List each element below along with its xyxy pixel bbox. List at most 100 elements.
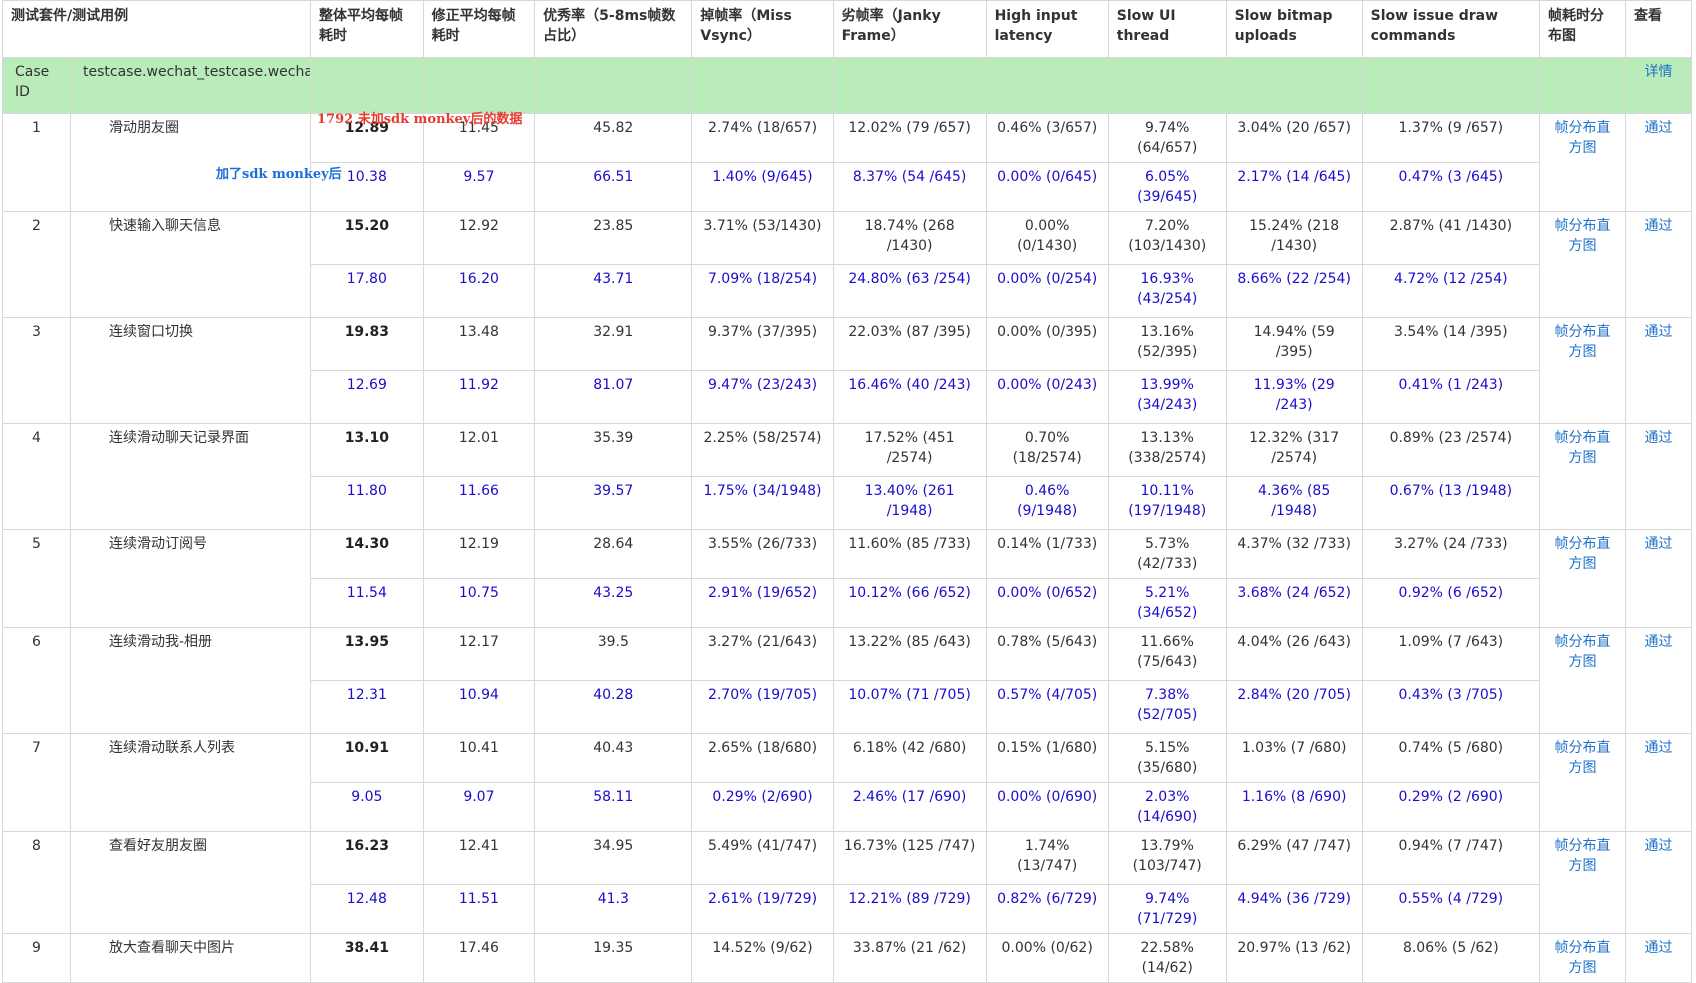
case-name: 查看好友朋友圈 bbox=[69, 831, 312, 934]
cell-slow-ui: 10.11% (197/1948) bbox=[1107, 476, 1227, 530]
cell-excellent-rate: 39.5 bbox=[534, 627, 693, 681]
case-id: 7 bbox=[2, 733, 71, 832]
case-id: 5 bbox=[2, 529, 71, 628]
case-row-after: 11.54 10.75 43.25 2.91% (19/652) 10.12% (66 … bbox=[3, 578, 1692, 628]
cell-input-latency: 0.00% (0/254) bbox=[985, 264, 1109, 318]
distribution-link[interactable]: 帧分布直方图 bbox=[1539, 317, 1627, 424]
cell-avg-frame: 38.41 bbox=[310, 933, 424, 983]
cell-janky-frame: 13.40% (261 /1948) bbox=[832, 476, 987, 530]
cell-janky-frame: 16.46% (40 /243) bbox=[832, 370, 987, 424]
cell-janky-frame: 12.02% (79 /657) bbox=[832, 113, 987, 163]
case-row-before: 6 连续滑动我-相册 13.95 12.17 39.5 3.27% (21/643) 13.… bbox=[2, 627, 1692, 734]
case-row-after: 12.31 10.94 40.28 2.70% (19/705) 10.07% (71 … bbox=[3, 680, 1692, 734]
cell-avg-frame: 13.10 bbox=[310, 423, 424, 477]
cell-slow-bitmap: 4.94% (36 /729) bbox=[1225, 884, 1363, 934]
cell-miss-vsync: 14.52% (9/62) bbox=[691, 933, 834, 983]
cell-excellent-rate: 43.71 bbox=[534, 264, 693, 318]
case-name: 连续滑动订阅号 bbox=[69, 529, 312, 628]
cell-excellent-rate: 81.07 bbox=[534, 370, 693, 424]
cell-input-latency: 0.78% (5/643) bbox=[985, 627, 1109, 681]
cell-fixed-avg-frame: 17.46 bbox=[422, 933, 536, 983]
cell-slow-draw: 0.89% (23 /2574) bbox=[1361, 423, 1541, 477]
status-link[interactable]: 通过 bbox=[1625, 933, 1692, 983]
col-header-excellent-rate: 优秀率（5-8ms帧数占比） bbox=[534, 0, 693, 58]
cell-slow-bitmap: 4.37% (32 /733) bbox=[1225, 529, 1363, 579]
case-name: 连续滑动联系人列表 bbox=[69, 733, 312, 832]
cell-slow-bitmap: 12.32% (317 /2574) bbox=[1225, 423, 1363, 477]
status-link[interactable]: 通过 bbox=[1625, 317, 1692, 424]
cell-excellent-rate: 34.95 bbox=[534, 831, 693, 885]
cell-excellent-rate: 45.82 bbox=[534, 113, 693, 163]
cell-janky-frame: 24.80% (63 /254) bbox=[832, 264, 987, 318]
cell-input-latency: 0.46% (3/657) bbox=[985, 113, 1109, 163]
cell-slow-ui: 5.73% (42/733) bbox=[1107, 529, 1227, 579]
cell-miss-vsync: 1.75% (34/1948) bbox=[691, 476, 834, 530]
cell-slow-draw: 0.47% (3 /645) bbox=[1361, 162, 1541, 212]
cell-slow-draw: 0.92% (6 /652) bbox=[1361, 578, 1541, 628]
cell-slow-ui: 7.38% (52/705) bbox=[1107, 680, 1227, 734]
cell-janky-frame: 10.12% (66 /652) bbox=[832, 578, 987, 628]
cell-excellent-rate: 23.85 bbox=[534, 211, 693, 265]
cell-avg-frame: 10.91 bbox=[310, 733, 424, 783]
cell-janky-frame: 18.74% (268 /1430) bbox=[832, 211, 987, 265]
cell-excellent-rate: 28.64 bbox=[534, 529, 693, 579]
cell-fixed-avg-frame: 16.20 bbox=[422, 264, 536, 318]
distribution-link[interactable]: 帧分布直方图 bbox=[1539, 211, 1627, 318]
cell-excellent-rate: 40.43 bbox=[534, 733, 693, 783]
suite-row: Case ID testcase.wechat_testcase.wechatt… bbox=[2, 57, 1692, 114]
cell-slow-draw: 3.54% (14 /395) bbox=[1361, 317, 1541, 371]
distribution-link[interactable]: 帧分布直方图 bbox=[1539, 831, 1627, 934]
cell-avg-frame: 12.48 bbox=[310, 884, 424, 934]
case-id: 2 bbox=[2, 211, 71, 318]
cell-janky-frame: 16.73% (125 /747) bbox=[832, 831, 987, 885]
case-row-before: 4 连续滑动聊天记录界面 13.10 12.01 35.39 2.25% (58/2574… bbox=[2, 423, 1692, 530]
distribution-link[interactable]: 帧分布直方图 bbox=[1539, 423, 1627, 530]
cell-avg-frame: 12.31 bbox=[310, 680, 424, 734]
cell-janky-frame: 10.07% (71 /705) bbox=[832, 680, 987, 734]
status-link[interactable]: 通过 bbox=[1625, 211, 1692, 318]
status-link[interactable]: 通过 bbox=[1625, 113, 1692, 212]
cell-avg-frame: 19.83 bbox=[310, 317, 424, 371]
suite-name: testcase.wechat_testcase.wechattest bbox=[69, 57, 312, 114]
cell-fixed-avg-frame: 11.51 bbox=[422, 884, 536, 934]
cell-slow-ui: 9.74% (71/729) bbox=[1107, 884, 1227, 934]
distribution-link[interactable]: 帧分布直方图 bbox=[1539, 529, 1627, 628]
cell-janky-frame: 12.21% (89 /729) bbox=[832, 884, 987, 934]
note-after-sdk: 加了sdk monkey后 bbox=[216, 167, 342, 182]
note-before-sdk: 1792 未加sdk monkey后的数据 bbox=[317, 112, 523, 127]
case-id: 9 bbox=[2, 933, 71, 983]
status-link[interactable]: 通过 bbox=[1625, 627, 1692, 734]
cell-fixed-avg-frame: 12.01 bbox=[422, 423, 536, 477]
distribution-link[interactable]: 帧分布直方图 bbox=[1539, 733, 1627, 832]
distribution-link[interactable]: 帧分布直方图 bbox=[1539, 113, 1627, 212]
cell-slow-draw: 0.55% (4 /729) bbox=[1361, 884, 1541, 934]
col-header-slow-ui: Slow UI thread bbox=[1107, 0, 1227, 58]
status-link[interactable]: 通过 bbox=[1625, 831, 1692, 934]
cell-miss-vsync: 9.47% (23/243) bbox=[691, 370, 834, 424]
cell-slow-ui: 2.03% (14/690) bbox=[1107, 782, 1227, 832]
cell-avg-frame: 17.80 bbox=[310, 264, 424, 318]
suite-detail-link[interactable]: 详情 bbox=[1625, 57, 1692, 114]
col-header-input-latency: High input latency bbox=[985, 0, 1109, 58]
cell-janky-frame: 8.37% (54 /645) bbox=[832, 162, 987, 212]
status-link[interactable]: 通过 bbox=[1625, 529, 1692, 628]
cell-fixed-avg-frame: 9.07 bbox=[422, 782, 536, 832]
cell-janky-frame: 13.22% (85 /643) bbox=[832, 627, 987, 681]
cell-slow-ui: 16.93% (43/254) bbox=[1107, 264, 1227, 318]
case-row-after: 12.69 11.92 81.07 9.47% (23/243) 16.46% (40 … bbox=[3, 370, 1692, 424]
cell-fixed-avg-frame: 12.17 bbox=[422, 627, 536, 681]
cell-slow-draw: 0.74% (5 /680) bbox=[1361, 733, 1541, 783]
col-header-janky-frame: 劣帧率（Janky Frame） bbox=[832, 0, 987, 58]
status-link[interactable]: 通过 bbox=[1625, 733, 1692, 832]
cell-excellent-rate: 40.28 bbox=[534, 680, 693, 734]
cell-janky-frame: 6.18% (42 /680) bbox=[832, 733, 987, 783]
cell-fixed-avg-frame: 10.94 bbox=[422, 680, 536, 734]
cell-slow-bitmap: 4.36% (85 /1948) bbox=[1225, 476, 1363, 530]
distribution-link[interactable]: 帧分布直方图 bbox=[1539, 627, 1627, 734]
col-header-slow-draw: Slow issue draw commands bbox=[1361, 0, 1541, 58]
case-name: 连续滑动聊天记录界面 bbox=[69, 423, 312, 530]
cell-avg-frame: 11.80 bbox=[310, 476, 424, 530]
cell-input-latency: 0.00% (0/690) bbox=[985, 782, 1109, 832]
status-link[interactable]: 通过 bbox=[1625, 423, 1692, 530]
distribution-link[interactable]: 帧分布直方图 bbox=[1539, 933, 1627, 983]
